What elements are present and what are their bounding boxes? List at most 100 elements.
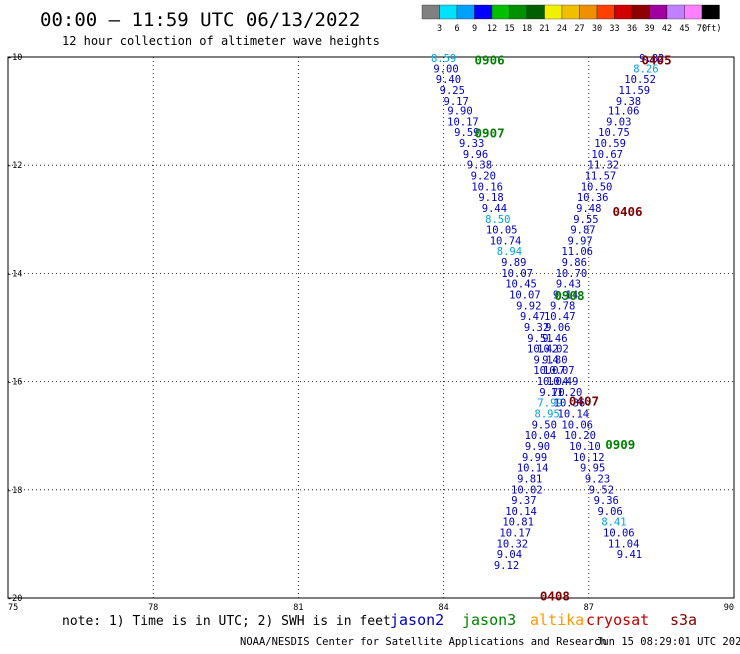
wave-height-point: 10.12 [573,452,605,464]
wave-height-point: 9.00 [433,63,458,75]
wave-height-point: 9.48 [576,203,601,215]
colorbar-label: 33 [609,24,619,34]
y-tick-label: -10 [7,53,22,63]
wave-height-point: 10.47 [544,311,576,323]
track-label: 0406 [612,204,642,219]
wave-height-point: 9.81 [517,473,542,485]
wave-height-point: 9.59 [454,127,479,139]
wave-height-point: 9.87 [570,225,595,237]
wave-height-point: 10.14 [505,506,537,518]
chart-subtitle: 12 hour collection of altimeter wave hei… [62,34,380,48]
colorbar-label: 27 [574,24,584,34]
colorbar-swatch [474,4,493,20]
wave-height-colorbar: 3 6 9 12 15 18 21 24 27 30 33 36 39 42 45 70(ft) [421,4,722,34]
wave-height-point: 9.95 [580,463,605,475]
wave-height-point: 10.36 [554,398,586,410]
wave-height-point: 7.99 [537,398,562,410]
wave-height-points: 8.599.009.409.259.179.9010.179.599.339.9… [431,53,664,572]
y-tick-label: -20 [7,594,22,604]
wave-height-point: 10.17 [499,528,531,540]
wave-height-point: 8.94 [497,246,522,258]
wave-height-point: 11.59 [618,85,650,97]
wave-height-point: 9.82 [639,53,664,65]
colorbar-swatch [456,4,475,20]
legend-entry-jason3: jason3 [462,611,516,629]
wave-height-point: 10.17 [447,116,479,128]
wave-height-point: 9.14 [534,354,559,366]
wave-height-point: 9.33 [459,138,484,150]
track-label: 0907 [475,126,505,141]
colorbar-label: 6 [454,24,459,34]
wave-height-point: 9.37 [511,495,536,507]
wave-height-point: 9.89 [501,257,526,269]
wave-height-point: 9.41 [617,549,642,561]
colorbar-label: 70 [697,24,707,34]
wave-height-point: 10.32 [497,538,529,550]
track-labels: 0906 0405 0907 0406 0908 0407 0909 0408 [475,53,672,604]
colorbar-swatch [544,4,563,20]
wave-height-point: 9.92 [516,300,541,312]
wave-height-point: 11.32 [588,160,620,172]
wave-height-point: 9.17 [444,96,469,108]
legend-entry-jason2: jason2 [390,611,444,629]
y-tick-label: -12 [7,161,22,171]
track-label: 0908 [554,288,584,303]
wave-height-point: 10.20 [564,430,596,442]
colorbar-label: 42 [662,24,672,34]
wave-height-point: 9.46 [542,333,567,345]
wave-height-point: 9.03 [606,116,631,128]
wave-height-point: 10.06 [561,419,593,431]
wave-height-point: 9.50 [532,419,557,431]
wave-height-point: 11.06 [608,106,640,118]
track-label: 0909 [605,437,635,452]
wave-height-point: 8.41 [601,517,626,529]
wave-height-point: 11.06 [561,246,593,258]
y-tick-label: -16 [7,378,22,388]
footer-credit: NOAA/NESDIS Center for Satellite Applica… [240,636,607,648]
wave-height-point: 10.52 [624,74,656,86]
wave-height-point: 10.02 [511,484,543,496]
footer-timestamp: Jun 15 08:29:01 UTC 2022 [596,636,740,648]
wave-height-point: 9.90 [447,106,472,118]
y-axis-ticks: -10 -12 -14 -16 -18 -20 [7,53,22,604]
wave-height-point: 11.04 [608,538,640,550]
wave-height-point: 10.36 [577,192,609,204]
track-label: 0906 [475,53,505,68]
colorbar-swatch [509,4,528,20]
colorbar-label: 39 [644,24,654,34]
wave-height-point: 10.16 [471,181,503,193]
wave-height-point: 10.49 [547,376,579,388]
wave-height-point: 9.80 [542,354,567,366]
wave-height-point: 10.81 [502,517,534,529]
wave-height-point: 9.04 [497,549,522,561]
wave-height-point: 10.04 [525,430,557,442]
colorbar-label: 21 [539,24,549,34]
wave-height-point: 9.40 [436,74,461,86]
wave-height-point: 8.95 [535,409,560,421]
wave-height-point: 9.97 [567,235,592,247]
wave-height-point: 9.99 [522,452,547,464]
wave-height-point: 9.51 [527,333,552,345]
y-tick-label: -14 [7,269,22,279]
wave-height-point: 9.47 [520,311,545,323]
wave-height-point: 9.43 [556,279,581,291]
wave-height-point: 9.25 [440,85,465,97]
colorbar-label: 12 [487,24,497,34]
colorbar-label: 15 [504,24,514,34]
wave-height-point: 9.20 [471,170,496,182]
footer-note: note: 1) Time is in UTC; 2) SWH is in fe… [62,614,391,629]
wave-height-point: 10.67 [591,149,623,161]
colorbar-swatch [596,4,615,20]
colorbar-swatch [666,4,685,20]
wave-height-point: 9.12 [494,560,519,572]
wave-height-point: 9.18 [478,192,503,204]
wave-height-point: 10.02 [537,344,569,356]
colorbar-swatch [614,4,633,20]
x-tick-label: 90 [724,603,734,613]
track-label: 0407 [569,394,599,409]
wave-height-point: 10.14 [517,463,549,475]
wave-height-point: 10.50 [581,181,613,193]
colorbar-label: 24 [557,24,567,34]
wave-height-point: 9.14 [553,289,578,301]
